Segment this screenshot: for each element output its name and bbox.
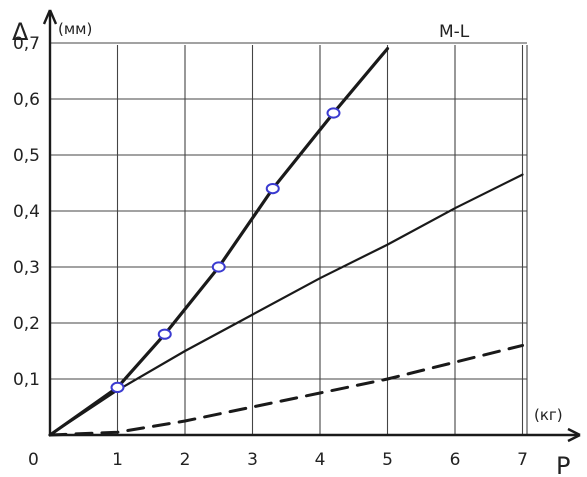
x-tick-label: 6 [450, 450, 461, 470]
data-point [157, 328, 172, 340]
data-point [110, 381, 125, 393]
x-axis-unit: (кг) [534, 406, 563, 424]
y-tick-label: 0,6 [13, 90, 40, 110]
series-line-2 [48, 173, 524, 437]
tick-labels: 1 2 3 4 5 6 7 0,1 0,2 0,3 0,4 0,5 0,6 0,7 [13, 34, 528, 470]
y-tick-label: 0,1 [13, 370, 40, 390]
y-tick-label: 0,5 [13, 146, 40, 166]
x-tick-label: 7 [517, 450, 528, 470]
y-axis-unit: (мм) [58, 20, 92, 38]
x-tick-label: 3 [247, 450, 258, 470]
grid [50, 42, 528, 435]
y-tick-label: 0,2 [13, 314, 40, 334]
y-axis-arrow [42, 9, 58, 25]
x-axis-arrow [567, 427, 581, 443]
series-line-3 [48, 343, 524, 437]
x-tick-label: 4 [315, 450, 326, 470]
data-point [265, 183, 280, 195]
series-lines [48, 46, 524, 437]
data-point [326, 107, 341, 119]
x-tick-label: 1 [112, 450, 123, 470]
chart-title: M-L [439, 22, 470, 42]
markers [110, 107, 341, 393]
y-tick-label: 0,4 [13, 202, 40, 222]
origin-label: 0 [28, 450, 39, 470]
y-tick-label: 0,7 [13, 34, 40, 54]
x-tick-label: 2 [180, 450, 191, 470]
y-tick-label: 0,3 [13, 258, 40, 278]
data-point [211, 261, 226, 273]
x-tick-label: 5 [382, 450, 393, 470]
axes [42, 9, 581, 443]
x-axis-label: P [556, 452, 570, 477]
y-axis-label: Δ [12, 18, 29, 46]
series-line-1 [48, 46, 390, 437]
